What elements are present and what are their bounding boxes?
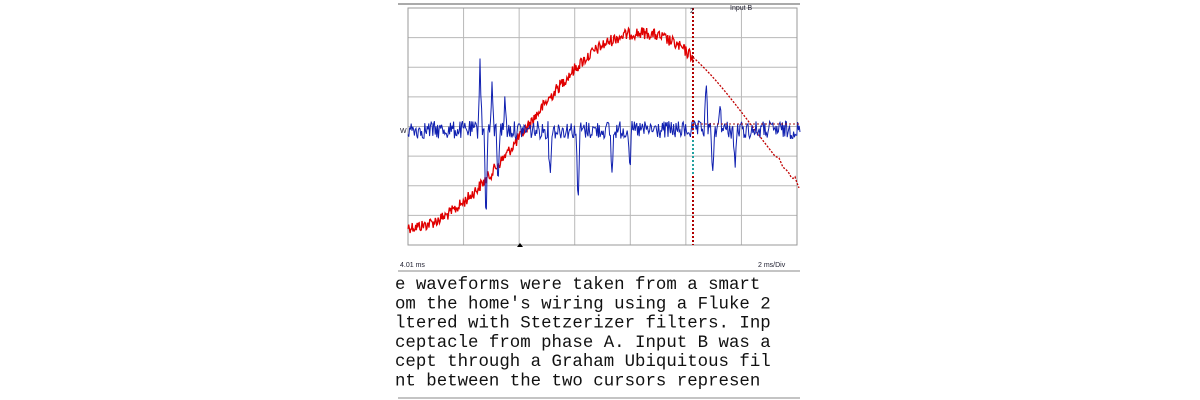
- text-line: ceptacle from phase A. Input B was a: [395, 334, 771, 353]
- input-a-trace: [407, 26, 694, 234]
- input-a-trace-tail: [692, 56, 800, 189]
- text-block: e waveforms were taken from a smart om t…: [395, 276, 771, 392]
- time-start: 4.01 ms: [400, 262, 425, 269]
- text-line: om the home's wiring using a Fluke 2: [395, 295, 771, 314]
- text-line: e waveforms were taken from a smart: [395, 276, 771, 295]
- trace-marker: W: [400, 128, 407, 135]
- channel-label: Input B: [730, 5, 753, 12]
- text-line: ltered with Stetzerizer filters. Inp: [395, 315, 771, 334]
- time-scale: 2 ms/Div: [758, 262, 786, 269]
- trigger-marker: [517, 243, 523, 247]
- text-line: cept through a Graham Ubiquitous fil: [395, 353, 771, 372]
- cursor-label: 2: [690, 8, 694, 15]
- input-b-trace: [407, 58, 801, 210]
- text-line: nt between the two cursors represen: [395, 373, 760, 392]
